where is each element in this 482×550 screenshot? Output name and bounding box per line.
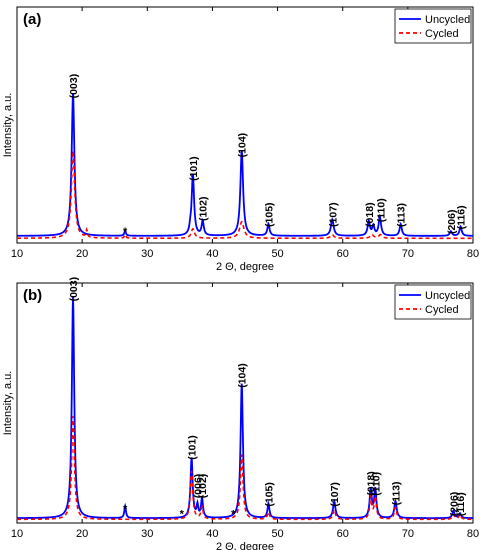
peak-label: (104) (237, 363, 249, 388)
peak-label: (107) (329, 482, 341, 507)
y-axis-label: Intensity, a.u. (2, 371, 14, 436)
x-tick-label: 20 (76, 528, 88, 540)
peak-label: (105) (263, 482, 275, 507)
x-tick-label: 50 (271, 248, 283, 260)
peak-marker-asterisk: * (180, 508, 185, 520)
x-axis-label: 2 Θ, degree (216, 541, 274, 550)
peak-label: (113) (390, 481, 402, 505)
x-tick-label: 20 (76, 248, 88, 260)
x-tick-label: 70 (402, 528, 414, 540)
x-tick-label: 30 (141, 248, 153, 260)
x-tick-label: 40 (206, 248, 218, 260)
peak-label: (104) (237, 133, 249, 158)
peak-label: (102) (197, 474, 209, 499)
legend-entry: Uncycled (425, 14, 470, 26)
x-tick-label: 60 (337, 248, 349, 260)
series-line-uncycled (17, 297, 473, 519)
peak-label: (116) (456, 205, 468, 229)
peak-marker-asterisk: * (231, 508, 236, 520)
peak-label: (003) (68, 277, 80, 302)
peak-label: (006) (192, 474, 204, 499)
legend-entry: Uncycled (425, 290, 470, 302)
x-tick-label: 30 (141, 528, 153, 540)
legend-entry: Cycled (425, 304, 459, 316)
peak-label: (206) (446, 210, 458, 235)
peak-label: (110) (375, 198, 387, 222)
panel-label: (b) (23, 287, 42, 304)
series-line-cycled (17, 416, 473, 521)
x-tick-label: 50 (271, 528, 283, 540)
legend-box (394, 284, 472, 320)
peak-label: (101) (188, 156, 200, 181)
peak-label: (116) (455, 492, 467, 516)
x-tick-label: 80 (467, 528, 479, 540)
peak-label: (206) (448, 492, 460, 517)
series-line-uncycled (17, 94, 474, 237)
peak-label: (101) (187, 435, 199, 460)
peak-label: (003) (68, 74, 80, 99)
x-tick-label: 70 (402, 248, 414, 260)
peak-label: (018) (366, 471, 378, 496)
peak-label: (107) (327, 202, 339, 227)
peak-label: (102) (198, 197, 210, 222)
x-tick-label: 80 (467, 248, 479, 260)
x-axis-label: 2 Θ, degree (216, 261, 274, 273)
plot-area (16, 6, 474, 244)
peak-marker-asterisk: * (123, 504, 128, 516)
peak-label: (110) (370, 472, 382, 496)
x-tick-label: 60 (337, 528, 349, 540)
x-tick-label: 10 (11, 248, 23, 260)
peak-label: (113) (396, 203, 408, 227)
peak-label: (105) (263, 202, 275, 227)
legend-box (394, 8, 472, 44)
legend-entry: Cycled (425, 28, 459, 40)
peak-marker-asterisk: * (123, 226, 128, 238)
series-line-cycled (17, 150, 473, 240)
x-tick-label: 10 (11, 528, 23, 540)
peak-label: (018) (364, 202, 376, 227)
y-axis-label: Intensity, a.u. (2, 93, 14, 158)
panel-label: (a) (23, 11, 41, 28)
x-tick-label: 40 (206, 528, 218, 540)
